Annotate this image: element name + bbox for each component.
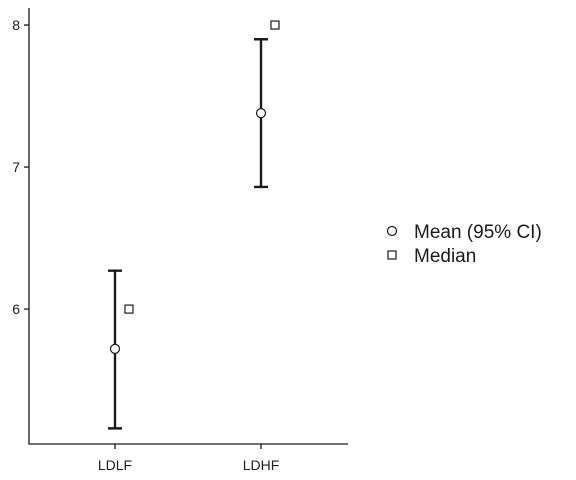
legend-label: Median — [414, 246, 476, 267]
median-point — [124, 304, 134, 314]
legend: Mean (95% CI) Median — [386, 222, 542, 267]
median-point — [270, 20, 280, 30]
y-tick-label: 8 — [12, 17, 20, 33]
y-tick-label: 7 — [12, 159, 20, 175]
legend-square-icon — [387, 250, 397, 260]
axis-lines — [28, 8, 348, 445]
mean-point — [109, 343, 121, 354]
mean-point — [255, 107, 267, 119]
legend-label: Mean (95% CI) — [414, 222, 542, 243]
x-axis-ticks: LDLF LDHF — [98, 444, 279, 473]
x-tick-label: LDHF — [243, 457, 280, 473]
y-axis-ticks: 6 7 8 — [12, 17, 29, 317]
legend-circle-icon — [386, 225, 398, 237]
data-marks — [108, 20, 280, 430]
x-tick-label: LDLF — [98, 457, 132, 473]
y-tick-label: 6 — [12, 301, 20, 317]
axes — [28, 8, 348, 445]
